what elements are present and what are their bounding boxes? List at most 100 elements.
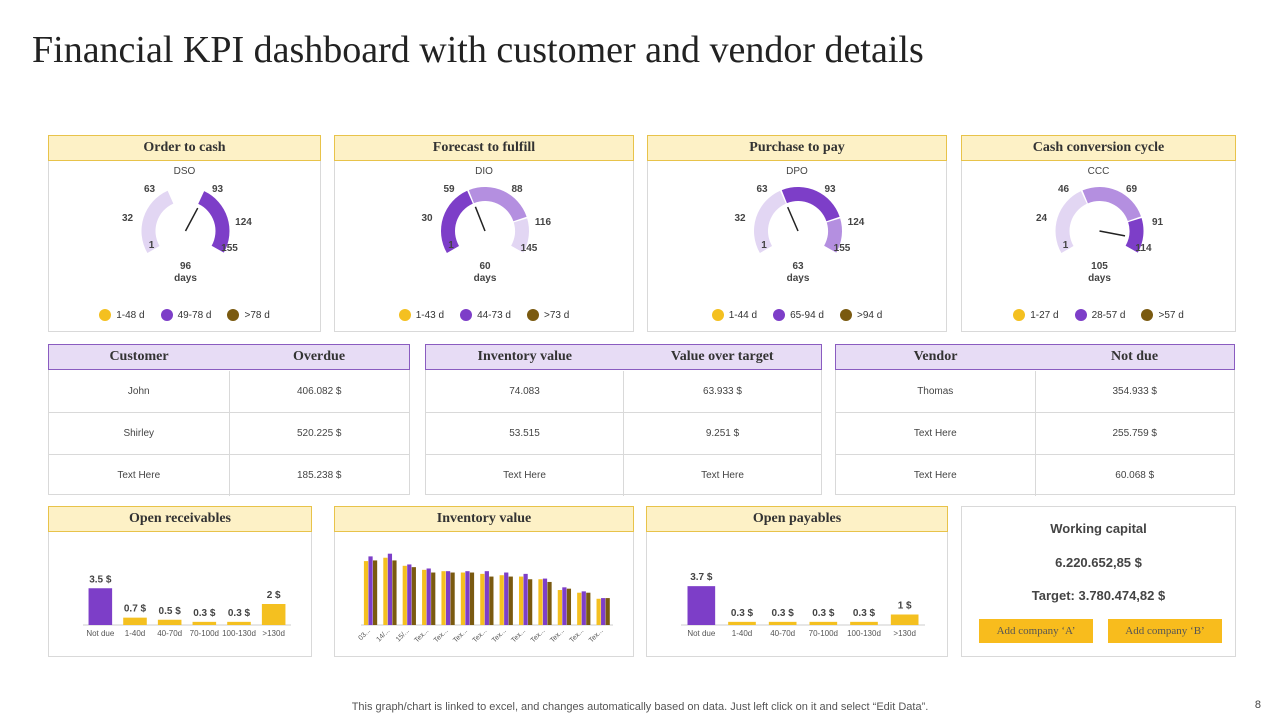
bar [368,556,373,625]
data-label: 0.3 $ [772,608,795,619]
tick-label: Tex... [491,627,508,644]
tick-label: Tex... [413,627,430,644]
gauge-unit: days [1088,273,1111,284]
open-receivables-panel: Open receivables 3.5 $ Not due 0.7 $ 1-40d 0… [48,506,312,657]
legend-dot-brown [1141,309,1154,321]
bar [499,575,504,625]
bar [372,560,378,625]
gauge-card-title: Purchase to pay [647,135,947,161]
table-row[interactable]: Text Here Text Here [426,454,821,496]
gauge-value: 63 [792,261,804,272]
legend-dot-brown [839,309,852,321]
gauge-card-order-to-cash[interactable]: Order to cash DSO 1 32 63 93 124 155 96 days 1-… [48,135,321,332]
legend-dot-yellow [711,309,724,321]
bar [123,617,147,625]
gauge-tick-label: 155 [834,243,851,254]
panel-title: Open receivables [48,506,312,532]
tick-label: Tex... [433,627,450,644]
table-row[interactable]: John 406.082 $ [49,371,409,412]
bar [157,619,182,625]
table-row[interactable]: 74.083 63.933 $ [426,371,821,412]
column-header: Not due [1110,349,1159,364]
gauge-card-title: Order to cash [48,135,321,161]
bar [192,621,217,625]
open-receivables-chart[interactable]: 3.5 $ Not due 0.7 $ 1-40d 0.5 $ 40-70d 0.3 $ 70… [49,533,311,656]
table-row[interactable]: Thomas 354.933 $ [836,371,1234,412]
gauge-band [1055,191,1087,253]
legend-label: 1-48 d [116,309,145,321]
gauge-band [754,190,786,253]
table-cell: 53.515 [509,428,540,439]
tick-label: 14/... [376,627,392,643]
gauge-tick-label: 88 [511,184,523,195]
bar [542,578,548,625]
table-row[interactable]: Shirley 520.225 $ [49,412,409,454]
inventory-value-chart[interactable]: 03... 14/... 15/... Tex... Tex... Tex... Tex..… [335,533,633,656]
panel-title: Inventory value [334,506,634,532]
bar [445,571,451,625]
add-company-a-button[interactable]: Add company ‘A’ [979,619,1093,643]
legend-label: 28-57 d [1091,309,1126,321]
bar [605,598,610,625]
column-header: Vendor [913,349,958,364]
legend-dot-purple [773,309,786,321]
bar [387,553,393,625]
gauge-tick-label: 145 [521,243,538,254]
bar [460,572,466,625]
tick-label: 70-100d [809,629,838,638]
gauge-card-forecast-to-fulfill[interactable]: Forecast to fulfill DIO 1 30 59 88 116 145 60 d… [334,135,634,332]
gauge-band [511,218,529,253]
column-header: Overdue [292,349,346,364]
table-row[interactable]: 53.515 9.251 $ [426,412,821,454]
tick-label: Tex... [510,627,527,644]
bar [422,569,427,625]
gauge-tick-label: 32 [734,213,746,224]
gauge-unit: days [787,273,810,284]
gauge-tick-label: 32 [122,213,134,224]
gauge-value: 105 [1091,261,1108,272]
gauge-band [1125,218,1144,253]
bar [465,571,470,625]
add-company-b-button[interactable]: Add company ‘B’ [1108,619,1222,643]
open-payables-panel: Open payables 3.7 $ Not due 0.3 $ 1-40d 0.3 … [646,506,948,657]
gauge-legend: 1-48 d 49-78 d >78 d [49,309,320,321]
gauge-card-purchase-to-pay[interactable]: Purchase to pay DPO 1 32 63 93 124 155 63 days … [647,135,947,332]
gauge-tick-label: 63 [144,184,156,195]
data-label: 0.3 $ [228,608,251,619]
bar [547,581,552,625]
inventory-value-panel: Inventory value 03... 14/... 15/... Tex... T… [334,506,634,657]
table-row[interactable]: Text Here 185.238 $ [49,454,409,496]
table-cell: 354.933 $ [1034,371,1235,412]
legend-dot-yellow [1013,309,1026,321]
gauge-legend: 1-43 d 44-73 d >73 d [335,309,633,321]
gauge-tick-label: 1 [761,240,767,251]
bar [484,571,489,625]
table-cell: Text Here [117,470,161,481]
gauge-tick-label: 1 [149,240,155,251]
bar [538,579,543,625]
bar [809,621,838,625]
table-cell: 60.068 $ [1034,455,1235,496]
table-cell: 406.082 $ [228,371,410,412]
table-cell: Shirley [123,428,155,439]
table-row[interactable]: Text Here 60.068 $ [836,454,1234,496]
table-cell: Text Here [623,455,821,496]
column-header: Value over target [670,349,774,364]
bar [728,621,756,625]
data-label: 0.7 $ [124,604,147,615]
legend-label: >57 d [1158,309,1184,321]
table-header: Customer Overdue [48,344,410,370]
table-row[interactable]: Text Here 255.759 $ [836,412,1234,454]
gauge-card-cash-conversion-cycle[interactable]: Cash conversion cycle CCC 1 24 46 69 91 114 10… [961,135,1236,332]
bar [383,557,388,625]
gauge-legend: 1-44 d 65-94 d >94 d [648,309,946,321]
bar [392,560,397,625]
legend-label: >94 d [856,309,883,321]
data-label: 3.7 $ [690,572,713,583]
open-payables-chart[interactable]: 3.7 $ Not due 0.3 $ 1-40d 0.3 $ 40-70d 0.3 $ 70… [647,533,947,656]
gauge-band [468,187,527,222]
